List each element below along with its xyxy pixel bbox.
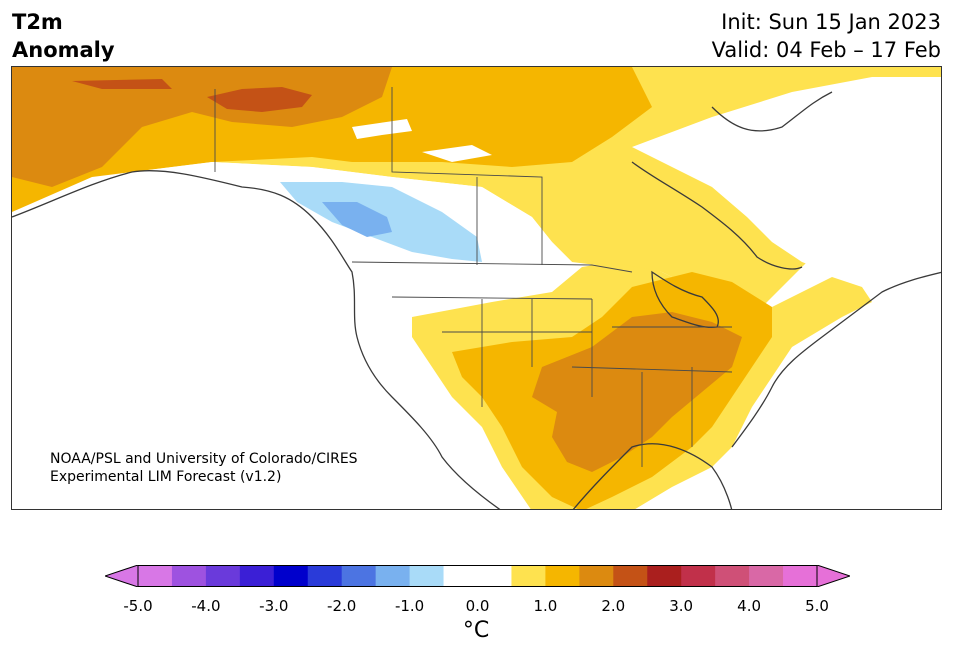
title-variable: T2m — [12, 10, 63, 34]
colorbar-swatch — [443, 565, 478, 587]
colorbar-swatch — [477, 565, 512, 587]
colorbar-tick-label: 5.0 — [805, 597, 829, 615]
title-right: Init: Sun 15 Jan 2023 Valid: 04 Feb – 17… — [712, 8, 941, 64]
colorbar-tick-label: -1.0 — [394, 597, 425, 615]
anomaly-region-warm3-core — [532, 312, 742, 472]
colorbar-swatch — [579, 565, 614, 587]
colorbar-swatch — [647, 565, 682, 587]
colorbar-swatch — [749, 565, 784, 587]
anomaly-region-cool2 — [322, 202, 392, 237]
colorbar-swatch — [138, 565, 173, 587]
credit-line-2: Experimental LIM Forecast (v1.2) — [50, 469, 282, 485]
title-left: T2m Anomaly — [12, 8, 115, 64]
colorbar-under-arrow — [105, 565, 139, 587]
colorbar-swatch — [409, 565, 445, 587]
map-svg — [12, 67, 941, 509]
colorbar-tick-label: 1.0 — [533, 597, 558, 615]
colorbar-outline — [137, 565, 818, 587]
colorbar-tick-label: -3.0 — [259, 597, 289, 615]
colorbar-swatch — [239, 565, 275, 587]
colorbar-unit-label: °C — [462, 618, 490, 643]
colorbar-tick-label: 2.0 — [601, 597, 626, 615]
colorbar-swatch — [545, 565, 580, 587]
political-borders — [214, 87, 733, 467]
colorbar-swatch — [341, 565, 377, 587]
credit-line-1: NOAA/PSL and University of Colorado/CIRE… — [50, 451, 358, 467]
colorbar-swatch — [715, 565, 750, 587]
colorbar-swatch — [613, 565, 648, 587]
colorbar-tick-label: 3.0 — [669, 597, 694, 615]
credit-text: NOAA/PSL and University of Colorado/CIRE… — [50, 450, 358, 486]
valid-range: Valid: 04 Feb – 17 Feb — [711, 38, 941, 62]
anomaly-region-neutral-arctic — [352, 119, 412, 139]
colorbar-swatch — [511, 565, 546, 587]
anomaly-region-neutral-arctic2 — [422, 145, 492, 162]
colorbar-tick-label: -2.0 — [327, 597, 357, 615]
colorbar-tick-label: -5.0 — [123, 597, 153, 615]
colorbar-tick-label: 4.0 — [737, 597, 762, 615]
init-date: Init: Sun 15 Jan 2023 — [721, 10, 941, 34]
colorbar-swatch — [273, 565, 309, 587]
anomaly-region-warm4-yukon — [207, 87, 312, 112]
title-subtitle: Anomaly — [12, 38, 115, 62]
anomaly-region-neutral-hudson — [632, 77, 941, 277]
anomaly-region-warm4-coast — [72, 79, 172, 89]
anomaly-map: NOAA/PSL and University of Colorado/CIRE… — [11, 66, 942, 510]
colorbar-tick-label: -4.0 — [191, 597, 221, 615]
colorbar-swatch — [375, 565, 411, 587]
colorbar — [105, 565, 850, 587]
colorbar-swatch — [307, 565, 343, 587]
colorbar-tick-label: 0.0 — [465, 597, 490, 615]
colorbar-swatch — [681, 565, 716, 587]
colorbar-swatch — [171, 565, 207, 587]
colorbar-over-arrow — [816, 565, 850, 587]
colorbar-swatch — [205, 565, 241, 587]
colorbar-swatch — [783, 565, 818, 587]
